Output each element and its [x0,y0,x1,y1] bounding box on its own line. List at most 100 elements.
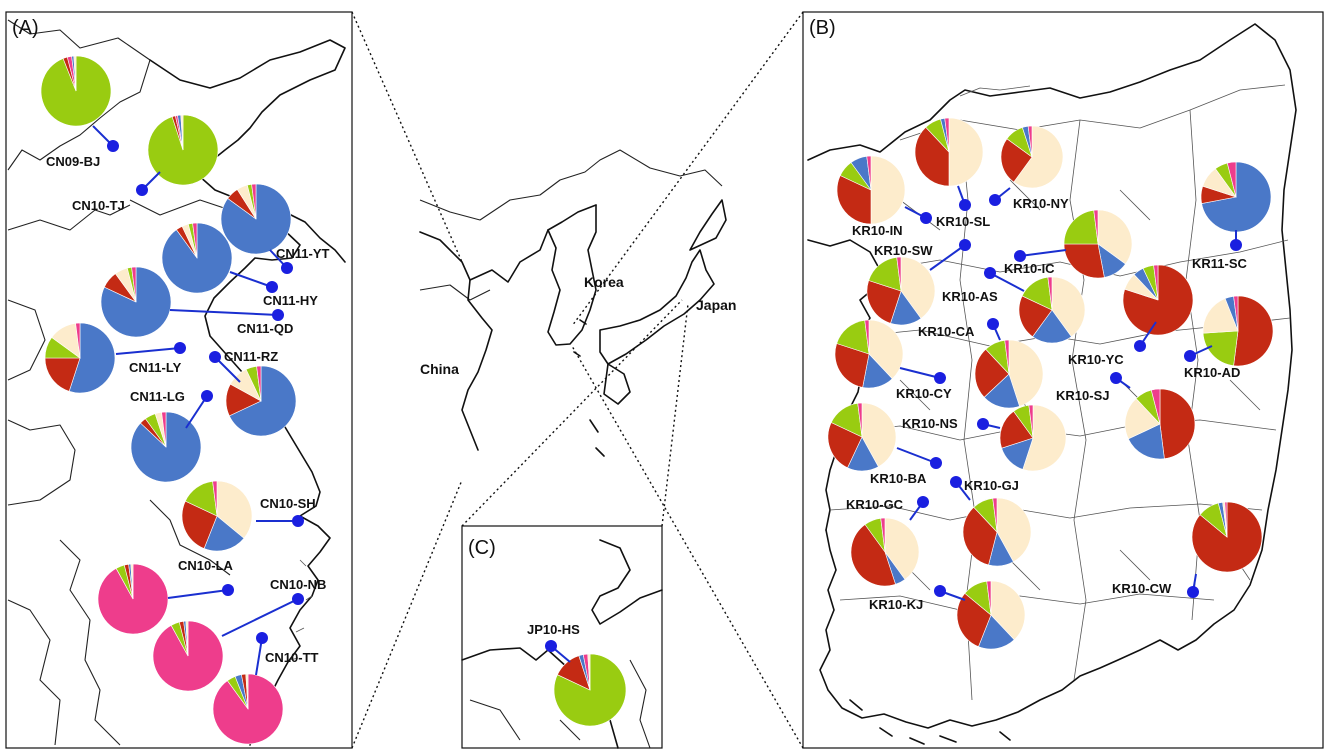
site-leader [229,271,273,288]
zoom-callout-lines [351,11,804,749]
pie-slice-cream [868,319,904,380]
panel-c-letter: (C) [468,537,496,559]
site-cn11-hy: CN11-HY [161,222,318,308]
site-cn11-qd: CN11-QD [100,266,293,338]
site-label: KR10-BA [870,471,927,486]
pie-slice-pink [1224,501,1228,538]
site-kr10-ns: KR10-NS [902,404,1067,472]
pie-slice-cream [1097,209,1133,265]
site-cn11-lg: CN11-LG [130,389,213,483]
site-kr11-sc: KR11-SC [1192,161,1272,271]
site-label: KR10-GC [846,497,904,512]
pie-slice-cream [1022,404,1067,472]
pie-slice-pink [1028,404,1034,439]
site-label: KR10-SJ [1056,388,1109,403]
panel-b-letter: (B) [809,17,836,39]
site-leader [989,272,1025,292]
pie-slice-red [1159,388,1196,460]
site-kr10-ad: KR10-AD [1184,295,1274,380]
composition-pie [999,404,1067,472]
site-kr10-kj: KR10-KJ [869,580,1026,650]
pie-slice-red [866,280,902,324]
pie-slice-pink [256,365,262,402]
site-kr10-in: KR10-IN [836,155,932,238]
pie-slice-pink [161,411,167,448]
composition-pie [974,339,1044,409]
site-label: KR10-SL [936,214,990,229]
site-kr10-as: KR10-AS [942,267,1086,344]
pie-slice-red [999,410,1034,449]
composition-pie [40,55,112,127]
pie-slice-cream [884,517,920,580]
korea-basemap [807,23,1297,745]
site-kr10-gj: KR10-GJ [950,476,1032,567]
site-leader [115,347,181,355]
site-marker [1187,586,1199,598]
site-kr10-sw: KR10-SW [866,239,971,326]
site-marker [917,496,929,508]
pie-slice-cream [870,155,906,225]
site-cn11-ly: CN11-LY [44,322,186,394]
site-label: KR10-CW [1112,581,1172,596]
site-label: KR10-AS [942,289,998,304]
pie-slice-pink [1226,161,1237,198]
pie-slice-red [836,175,872,225]
pie-slice-cream [1051,276,1086,338]
site-label: KR11-SC [1192,256,1248,271]
pie-slice-cream [861,402,897,468]
site-label: CN11-YT [276,246,330,261]
pie-slice-blue [68,322,116,394]
pie-slice-pink [131,266,137,303]
composition-pie [147,114,219,186]
pie-slice-green [1063,209,1099,245]
composition-pie [1122,264,1194,336]
site-label: KR10-CY [896,386,952,401]
site-kr10-cy: KR10-CY [834,319,952,401]
site-label: JP10-HS [527,622,580,637]
pie-slice-red [1191,501,1263,573]
pie-slice-pink [866,155,872,191]
site-cn11-rz: CN11-RZ [209,349,297,437]
composition-pie [181,480,253,552]
site-label: KR10-IN [852,223,903,238]
site-kr10-gc: KR10-GC [846,496,929,587]
site-marker [934,585,946,597]
pie-slice-red [1233,295,1274,367]
site-kr10-yc: KR10-YC [1068,264,1194,367]
site-label: KR10-KJ [869,597,923,612]
site-label: KR10-YC [1068,352,1124,367]
site-leader [221,598,299,637]
site-kr10-ic: KR10-IC [1004,209,1133,279]
site-marker [292,593,304,605]
site-marker [920,212,932,224]
pie-slice-cream [130,563,134,600]
site-label: CN11-LY [129,360,182,375]
site-leader [167,589,229,599]
composition-pie [1018,276,1086,344]
pie-slice-pink [1047,276,1053,311]
site-leader [1019,249,1067,257]
site-marker [1184,350,1196,362]
pie-slice-pink [1027,125,1033,158]
site-label: CN11-HY [263,293,318,308]
site-jp10-hs: JP10-HS [527,622,627,727]
site-kr10-ca: KR10-CA [918,318,1044,409]
site-cn10-tj: CN10-TJ [72,114,219,213]
composition-pie [850,517,920,587]
site-marker [959,239,971,251]
pie-slice-blue [203,515,245,552]
site-label: CN11-RZ [224,349,278,364]
site-kr10-sl: KR10-SL [914,117,990,229]
pie-slice-red [181,500,218,549]
panel-c-frame [461,525,663,749]
china-basemap [7,19,346,746]
pie-slice-blue [1032,309,1072,344]
site-leader [896,447,937,464]
site-label: CN10-TT [265,650,319,665]
composition-pie [1063,209,1133,279]
pie-slice-cream [1008,339,1044,407]
pie-slice-pink [992,497,998,533]
composition-pie [956,580,1026,650]
site-cn10-nb: CN10-NB [152,577,326,692]
pie-slice-red [834,343,870,388]
